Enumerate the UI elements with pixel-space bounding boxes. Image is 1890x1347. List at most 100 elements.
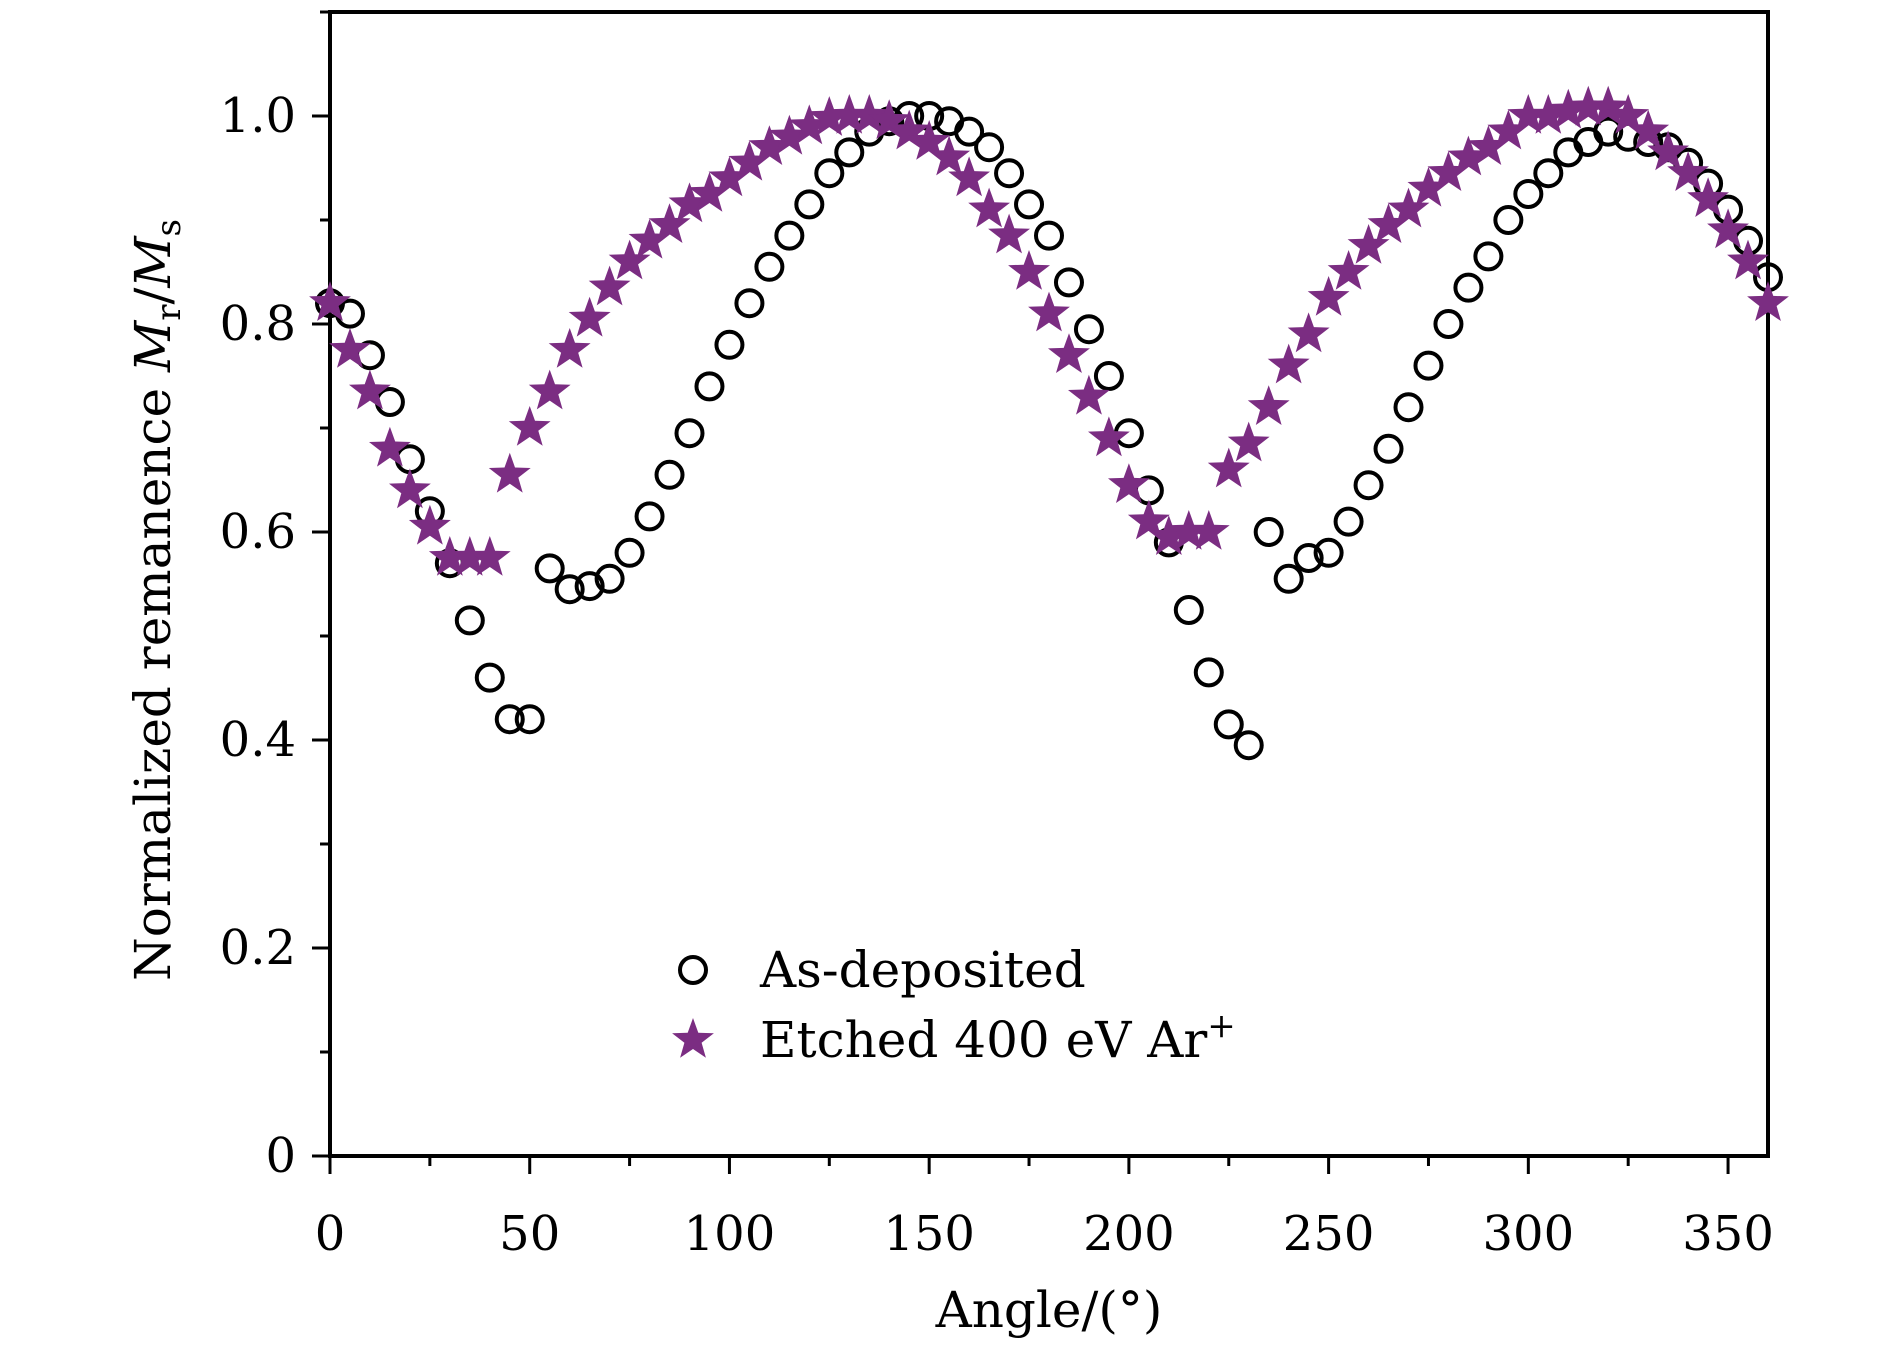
etched-point [1727,239,1769,280]
etched-point [1147,515,1190,555]
as-deposited-point [1593,116,1624,147]
x-tick-label: 50 [499,1206,560,1262]
etched-point [1068,374,1110,415]
as-deposited-point [1513,179,1544,209]
etched-point [1547,88,1590,129]
y-tick-label: 0.4 [220,712,296,768]
as-deposited-point [1573,127,1604,157]
as-deposited-point [834,137,865,168]
etched-point [748,125,791,165]
etched-point [728,140,771,181]
etched-point [1687,177,1729,217]
as-deposited-point [774,220,805,251]
legend-label-as-deposited: As-deposited [759,941,1086,999]
etched-point [408,504,451,545]
etched-point [688,172,731,212]
y-tick-label: 0.2 [220,920,296,976]
axis-ticks [312,10,1730,1174]
series-etched [309,85,1789,576]
as-deposited-point [1193,657,1224,688]
as-deposited-point [334,298,365,329]
x-tick-label: 200 [1083,1206,1175,1262]
etched-point [568,296,611,337]
etched-point [1747,281,1789,321]
etched-point [309,281,351,321]
as-deposited-point [1034,220,1064,251]
etched-point [1607,94,1650,134]
etched-point [1347,224,1390,264]
etched-point [1647,130,1690,171]
etched-point [1327,250,1370,290]
as-deposited-point [1233,730,1264,761]
etched-point [1227,421,1270,462]
etched-point [1088,416,1130,457]
as-deposited-point [1253,517,1284,547]
as-deposited-point [1014,189,1045,220]
as-deposited-point [1273,563,1304,594]
etched-point [928,135,971,176]
etched-point [1167,510,1210,550]
plot-frame [328,10,1770,1158]
etched-point [848,94,891,134]
etched-point [389,468,431,509]
as-deposited-point [714,329,745,360]
etched-point [1307,276,1350,316]
etched-point [988,213,1030,254]
legend-label-etched: Etched 400 eV Ar+ [760,1006,1236,1069]
etched-point [468,536,511,576]
as-deposited-point [1473,241,1504,272]
as-deposited-point [994,158,1025,189]
etched-point [608,239,651,280]
etched-point [948,156,990,197]
x-tick-label: 300 [1483,1206,1575,1262]
etched-point [588,265,631,306]
as-deposited-point [554,574,585,605]
as-deposited-point [654,459,685,490]
as-deposited-point [814,158,845,189]
etched-point [548,328,591,368]
as-deposited-point [1213,709,1244,740]
etched-point [1707,208,1749,249]
as-deposited-point [954,116,985,147]
as-deposited-point [1413,350,1444,381]
x-tick-labels: 0 50 100 150 200 250 300 350 [315,1206,1774,1262]
as-deposited-point [1333,506,1364,537]
y-tick-label: 1.0 [220,88,296,144]
etched-point [528,369,571,410]
etched-point [369,426,411,467]
as-deposited-point [1173,595,1204,625]
etched-point [828,94,871,134]
etched-point [1487,109,1530,150]
x-axis-title: Angle/(°) [935,1281,1163,1339]
as-deposited-point [1053,267,1084,298]
as-deposited-point [1353,470,1384,501]
etched-point [1028,291,1070,332]
as-deposited-point [1453,272,1484,303]
etched-point [1447,135,1490,176]
y-tick-label: 0.6 [220,504,296,560]
etched-point [1587,85,1630,126]
as-deposited-point [574,571,605,602]
etched-point [508,406,551,446]
as-deposited-point [794,189,825,220]
as-deposited-point [514,704,545,735]
etched-point [329,328,371,368]
etched-point [1187,510,1230,550]
etched-point [428,536,471,576]
as-deposited-point [594,563,625,594]
etched-point [1287,312,1330,353]
etched-point [1048,333,1090,373]
as-deposited-point [534,553,565,584]
as-deposited-point [1373,433,1404,464]
as-deposited-point [394,444,425,475]
as-deposited-point [1293,543,1324,573]
as-deposited-point [974,132,1005,163]
as-deposited-point [474,662,505,693]
etched-point [1267,343,1310,384]
etched-point [968,187,1010,228]
etched-point [1527,94,1570,134]
x-tick-label: 150 [883,1206,975,1262]
etched-point [1627,109,1670,150]
etched-point [1407,166,1450,207]
etched-point [349,369,391,410]
